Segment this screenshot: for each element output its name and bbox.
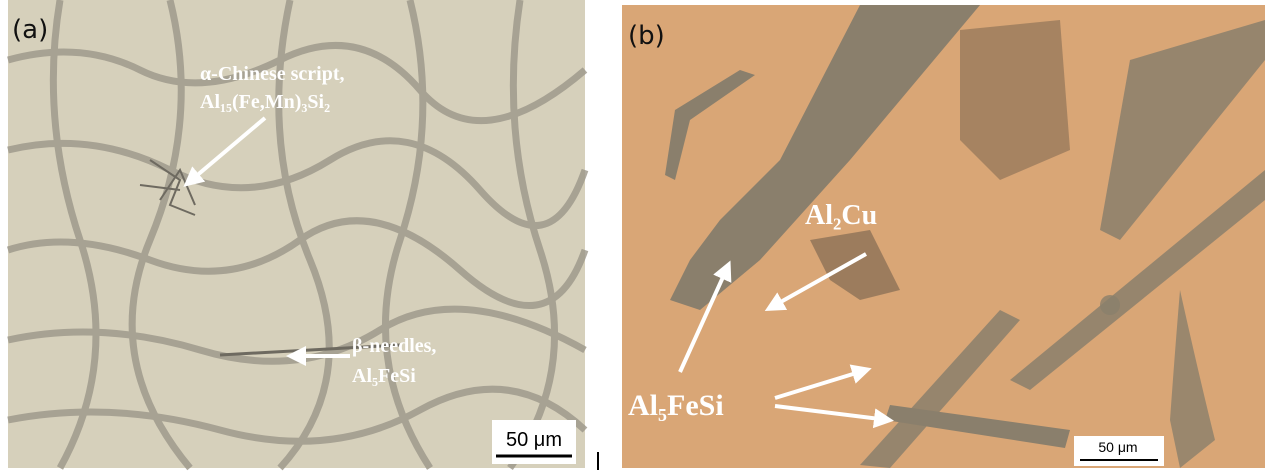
annotation: α-Chinese script, [200, 63, 344, 85]
scale-bar-label: 50 μm [506, 429, 562, 451]
figure: (a) α-Chinese script, Al₁₅(Fe,Mn)₃Si₂ β-… [0, 0, 1270, 471]
panel-b: (b) Al₂Cu Al₅FeSi 50 μm [622, 5, 1265, 468]
annotation: Al₅FeSi [352, 365, 416, 387]
annotation: Al₅FeSi [628, 389, 724, 422]
annotation: Al₂Cu [805, 200, 877, 231]
panel-label: (a) [12, 15, 48, 45]
scale-bar-label: 50 μm [1098, 439, 1137, 455]
annotation: Al₁₅(Fe,Mn)₃Si₂ [200, 91, 330, 113]
panel-a: (a) α-Chinese script, Al₁₅(Fe,Mn)₃Si₂ β-… [8, 0, 585, 468]
panel-label: (b) [628, 21, 665, 51]
annotation: β-needles, [352, 335, 436, 357]
